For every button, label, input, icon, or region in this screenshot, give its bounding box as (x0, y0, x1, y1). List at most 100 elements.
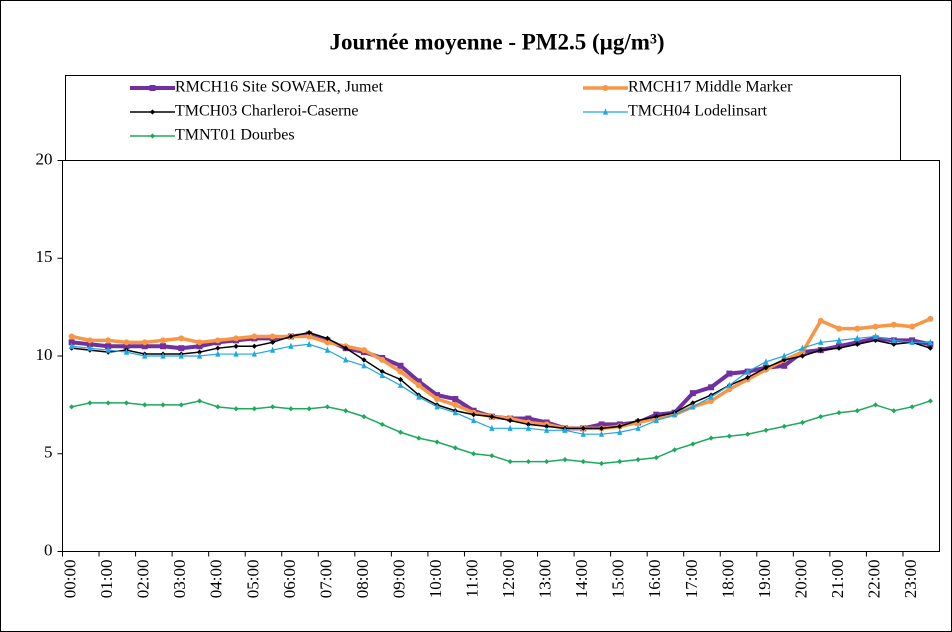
marker (525, 421, 532, 428)
marker (763, 365, 769, 371)
marker (324, 339, 331, 346)
marker (160, 402, 166, 408)
marker (86, 341, 93, 348)
marker (617, 458, 623, 465)
legend-label: RMCH16 Site SOWAER, Jumet (175, 79, 384, 96)
marker (690, 403, 696, 410)
legend-marker (149, 109, 156, 115)
marker (909, 338, 915, 345)
x-tick-label: 20:00 (791, 560, 810, 599)
marker (690, 400, 696, 406)
marker (233, 335, 240, 342)
marker (763, 427, 769, 433)
marker (726, 433, 732, 439)
marker (872, 323, 879, 330)
marker (361, 362, 367, 369)
marker (397, 381, 404, 388)
legend-label: TMCH03 Charleroi-Caserne (175, 103, 359, 120)
marker (836, 345, 842, 351)
marker (452, 401, 459, 408)
marker (671, 447, 678, 453)
marker (196, 398, 203, 404)
x-tick-label: 07:00 (316, 560, 335, 599)
marker (799, 353, 806, 359)
x-tick-label: 22:00 (864, 560, 883, 599)
marker (745, 431, 751, 437)
marker (233, 406, 239, 412)
y-tick-label: 15 (36, 247, 53, 266)
marker (598, 421, 605, 428)
marker (580, 425, 586, 431)
legend-label: RMCH17 Middle Marker (628, 79, 793, 96)
marker (781, 352, 787, 359)
legend-marker (149, 133, 156, 139)
x-tick-label: 06:00 (280, 560, 299, 599)
marker (580, 430, 586, 437)
marker (854, 408, 860, 414)
marker (854, 341, 860, 347)
marker (781, 357, 787, 363)
marker (434, 392, 441, 399)
marker (160, 352, 166, 359)
legend-marker (602, 108, 609, 115)
marker (890, 321, 897, 328)
marker (818, 414, 824, 420)
marker (159, 337, 166, 344)
x-tick-label: 10:00 (426, 560, 445, 599)
marker (196, 352, 203, 359)
marker (452, 445, 458, 451)
marker (507, 424, 513, 431)
marker (86, 337, 93, 344)
x-tick-label: 09:00 (389, 560, 408, 599)
x-tick-label: 21:00 (828, 560, 847, 599)
marker (854, 325, 861, 332)
marker (891, 408, 897, 414)
marker (891, 336, 897, 343)
marker (836, 410, 842, 416)
marker (817, 317, 824, 324)
marker (69, 342, 75, 349)
legend-marker (149, 85, 156, 91)
marker (306, 333, 313, 340)
marker (178, 345, 185, 352)
marker (360, 347, 367, 354)
marker (415, 382, 422, 389)
marker (470, 451, 477, 457)
marker (123, 348, 130, 355)
marker (123, 343, 130, 350)
x-tick-label: 18:00 (718, 560, 737, 599)
marker (196, 349, 203, 355)
marker (617, 423, 623, 429)
marker (690, 441, 696, 447)
marker (470, 412, 477, 418)
marker (178, 335, 185, 342)
marker (598, 430, 605, 437)
marker (379, 356, 386, 363)
marker (214, 337, 221, 344)
marker (598, 425, 605, 431)
marker (562, 426, 568, 433)
marker (818, 338, 824, 345)
marker (507, 458, 513, 465)
marker (178, 402, 184, 408)
marker (745, 368, 751, 375)
marker (233, 350, 239, 357)
marker (836, 336, 842, 343)
marker (415, 378, 422, 385)
marker (452, 396, 459, 403)
marker (123, 339, 130, 346)
marker (854, 334, 860, 342)
marker (87, 400, 93, 406)
marker (781, 423, 787, 429)
marker (343, 356, 349, 363)
marker (562, 457, 568, 463)
marker (617, 428, 623, 435)
x-tick-label: 04:00 (207, 560, 226, 599)
marker (397, 368, 404, 375)
marker (379, 371, 385, 379)
x-tick-label: 13:00 (536, 560, 555, 599)
marker (434, 403, 440, 410)
marker (215, 345, 221, 351)
y-tick-label: 20 (36, 149, 53, 168)
